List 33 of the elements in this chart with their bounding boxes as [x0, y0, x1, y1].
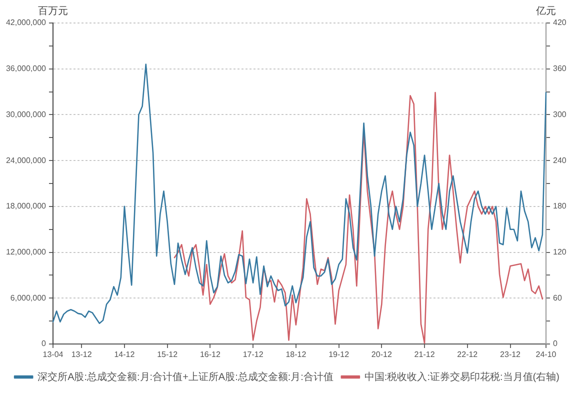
y2-tick-label: 120: [553, 247, 567, 256]
x-tick-label: 15-12: [157, 350, 178, 360]
y-tick-label: 24,000,000: [6, 156, 47, 165]
x-tick-label: 19-12: [328, 350, 350, 360]
y-tick-label: 42,000,000: [6, 18, 47, 28]
y-axis-title: 百万元: [38, 6, 68, 17]
y2-tick-label: 60: [553, 293, 562, 302]
x-tick-label: 23-12: [500, 350, 522, 360]
x-tick-label: 13-12: [71, 350, 92, 360]
x-tick-label: 18-12: [286, 350, 307, 360]
y2-tick-label: 300: [553, 110, 567, 119]
x-tick-label: 20-12: [371, 350, 392, 360]
x-tick-label: 22-12: [457, 350, 478, 360]
legend-label: 中国:税收收入:证券交易印花税:当月值(右轴): [364, 370, 560, 383]
y-tick-label: 18,000,000: [6, 202, 47, 211]
y2-tick-label: 360: [553, 64, 567, 74]
y-tick-label: 6,000,000: [10, 293, 47, 302]
y2-tick-label: 240: [553, 156, 567, 165]
y2-axis-title: 亿元: [535, 6, 556, 17]
x-tick-label: 13-04: [42, 350, 64, 360]
x-tick-label: 17-12: [242, 350, 264, 360]
y2-tick-label: 180: [553, 202, 567, 211]
legend-label: 深交所A股:总成交金额:月:合计值+上证所A股:总成交金额:月:合计值: [38, 370, 334, 383]
x-tick-label: 21-12: [414, 350, 436, 360]
y-tick-label: 36,000,000: [6, 64, 47, 74]
y2-tick-label: 0: [553, 339, 558, 348]
y2-tick-label: 420: [553, 18, 567, 28]
x-tick-label: 14-12: [114, 350, 136, 360]
y-tick-label: 30,000,000: [6, 110, 47, 119]
x-tick-label: 24-10: [536, 350, 557, 360]
y-tick-label: 12,000,000: [6, 247, 47, 256]
y-tick-label: 0: [42, 339, 47, 348]
x-tick-label: 16-12: [200, 350, 221, 360]
